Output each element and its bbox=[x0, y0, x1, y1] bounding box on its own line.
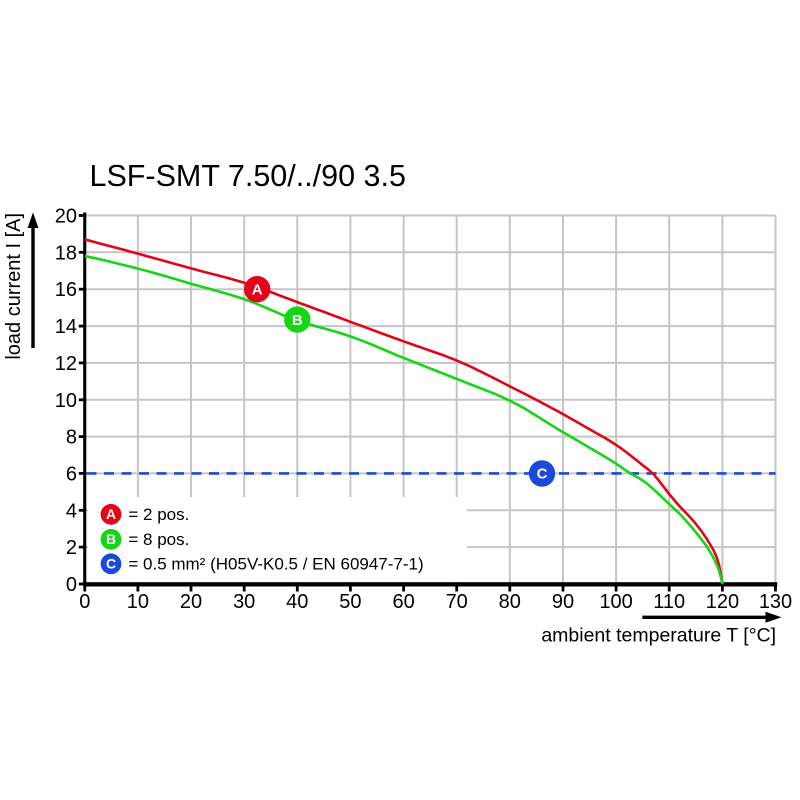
svg-text:80: 80 bbox=[499, 591, 521, 613]
svg-text:110: 110 bbox=[653, 591, 685, 613]
svg-text:ambient temperature T [°C]: ambient temperature T [°C] bbox=[541, 625, 776, 647]
svg-text:= 0.5 mm² (H05V-K0.5 / EN 6094: = 0.5 mm² (H05V-K0.5 / EN 60947-7-1) bbox=[128, 554, 423, 573]
svg-text:= 2 pos.: = 2 pos. bbox=[128, 505, 189, 524]
svg-text:10: 10 bbox=[55, 390, 77, 412]
svg-text:4: 4 bbox=[66, 500, 77, 522]
svg-text:18: 18 bbox=[55, 242, 77, 264]
svg-text:70: 70 bbox=[446, 591, 468, 613]
svg-text:10: 10 bbox=[127, 591, 149, 613]
svg-text:A: A bbox=[106, 506, 116, 522]
svg-text:12: 12 bbox=[55, 353, 77, 375]
svg-text:14: 14 bbox=[55, 316, 77, 338]
svg-text:B: B bbox=[292, 312, 303, 329]
svg-text:16: 16 bbox=[55, 279, 77, 301]
svg-text:60: 60 bbox=[392, 591, 414, 613]
svg-text:load current I [A]: load current I [A] bbox=[3, 213, 25, 360]
svg-text:100: 100 bbox=[599, 591, 632, 613]
svg-text:LSF-SMT 7.50/../90 3.5: LSF-SMT 7.50/../90 3.5 bbox=[90, 159, 406, 193]
svg-text:C: C bbox=[537, 466, 548, 483]
svg-text:30: 30 bbox=[233, 591, 255, 613]
svg-text:B: B bbox=[106, 531, 116, 547]
svg-text:8: 8 bbox=[66, 427, 77, 449]
svg-text:130: 130 bbox=[759, 591, 792, 613]
svg-text:2: 2 bbox=[66, 537, 77, 559]
svg-text:20: 20 bbox=[55, 206, 77, 228]
svg-text:20: 20 bbox=[180, 591, 202, 613]
svg-text:C: C bbox=[106, 556, 116, 572]
svg-text:120: 120 bbox=[706, 591, 739, 613]
svg-text:0: 0 bbox=[66, 574, 77, 596]
svg-text:= 8 pos.: = 8 pos. bbox=[128, 530, 189, 549]
svg-text:6: 6 bbox=[66, 463, 77, 485]
svg-text:50: 50 bbox=[339, 591, 361, 613]
svg-text:90: 90 bbox=[552, 591, 574, 613]
svg-text:A: A bbox=[252, 281, 263, 298]
svg-text:40: 40 bbox=[286, 591, 308, 613]
svg-text:0: 0 bbox=[79, 591, 90, 613]
